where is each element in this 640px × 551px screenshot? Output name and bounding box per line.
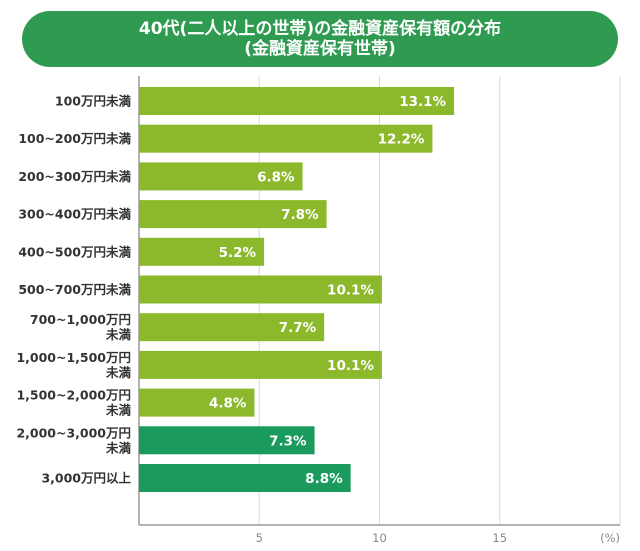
chart-title-line1: 40代(二人以上の世帯)の金融資産保有額の分布 [138, 19, 502, 39]
category-label: 500~700万円未満 [18, 282, 131, 297]
bar-value-label: 4.8% [209, 396, 247, 412]
bar-value-label: 8.8% [305, 471, 343, 487]
category-label: 未満 [105, 403, 132, 418]
bar-value-label: 5.2% [219, 245, 257, 261]
bar [139, 200, 327, 229]
category-label: 200~300万円未満 [18, 169, 131, 184]
bar-value-label: 7.7% [279, 320, 317, 336]
bar-value-label: 13.1% [399, 94, 446, 110]
category-label: 1,500~2,000万円 [16, 388, 131, 403]
x-axis-unit: (%) [600, 531, 620, 545]
category-label: 100万円未満 [55, 94, 132, 109]
bar [139, 124, 433, 153]
category-label: 300~400万円未満 [18, 207, 131, 222]
x-tick-label: 5 [256, 531, 263, 545]
chart-title: 40代(二人以上の世帯)の金融資産保有額の分布 (金融資産保有世帯) [22, 11, 618, 67]
category-label: 1,000~1,500万円 [16, 350, 131, 365]
category-label: 未満 [105, 327, 132, 342]
chart-title-line2: (金融資産保有世帯) [244, 39, 396, 59]
bar [139, 464, 351, 492]
bar [139, 237, 265, 266]
bar [139, 388, 255, 417]
bar [139, 162, 303, 191]
bar [139, 87, 455, 115]
bar-value-label: 10.1% [327, 358, 374, 374]
bar-value-label: 7.8% [281, 207, 319, 223]
category-label: 100~200万円未満 [18, 131, 131, 146]
category-label: 400~500万円未満 [18, 244, 131, 259]
category-label: 3,000万円以上 [41, 471, 131, 486]
bar [139, 313, 325, 342]
category-label: 未満 [105, 440, 132, 455]
bar-value-label: 6.8% [257, 169, 295, 185]
bar [139, 426, 315, 455]
bar-value-label: 7.3% [269, 433, 307, 449]
x-tick-label: 15 [492, 531, 507, 545]
category-label: 未満 [105, 365, 132, 380]
bar [139, 350, 382, 379]
category-label: 700~1,000万円 [30, 312, 131, 327]
bar-value-label: 10.1% [327, 283, 374, 299]
bar-value-label: 12.2% [378, 132, 425, 148]
category-label: 2,000~3,000万円 [16, 425, 131, 440]
bar [139, 275, 382, 304]
x-tick-label: 10 [372, 531, 387, 545]
